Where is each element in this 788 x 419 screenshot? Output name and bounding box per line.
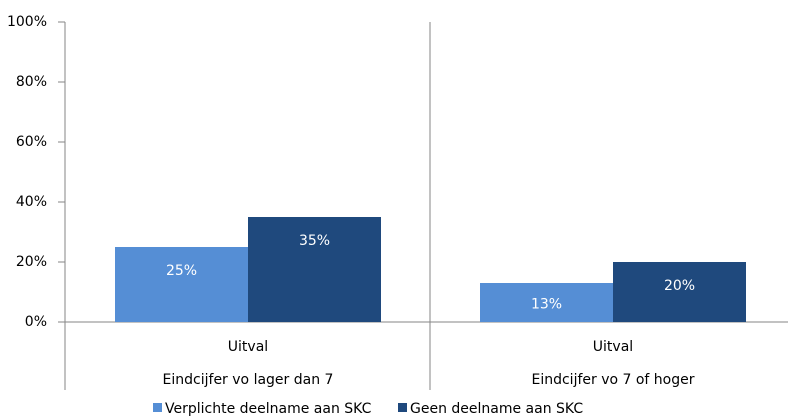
y-tick-label: 0% bbox=[25, 314, 47, 330]
bar bbox=[248, 217, 381, 322]
y-tick-label: 80% bbox=[16, 74, 47, 90]
legend-swatch bbox=[398, 403, 407, 412]
value-label: 25% bbox=[166, 263, 197, 279]
value-label: 13% bbox=[531, 297, 562, 313]
x-tick-label: Uitval bbox=[228, 339, 268, 355]
legend-label: Geen deelname aan SKC bbox=[410, 401, 583, 417]
bar bbox=[613, 262, 746, 322]
bar bbox=[480, 283, 613, 322]
value-label: 35% bbox=[299, 233, 330, 249]
y-tick-label: 20% bbox=[16, 254, 47, 270]
y-tick-label: 40% bbox=[16, 194, 47, 210]
group-label: Eindcijfer vo lager dan 7 bbox=[163, 372, 334, 388]
value-label: 20% bbox=[664, 278, 695, 294]
legend-swatch bbox=[153, 403, 162, 412]
y-tick-label: 100% bbox=[7, 14, 47, 30]
x-tick-label: Uitval bbox=[593, 339, 633, 355]
bar bbox=[115, 247, 248, 322]
legend-label: Verplichte deelname aan SKC bbox=[165, 401, 372, 417]
y-tick-label: 60% bbox=[16, 134, 47, 150]
group-label: Eindcijfer vo 7 of hoger bbox=[531, 372, 694, 388]
